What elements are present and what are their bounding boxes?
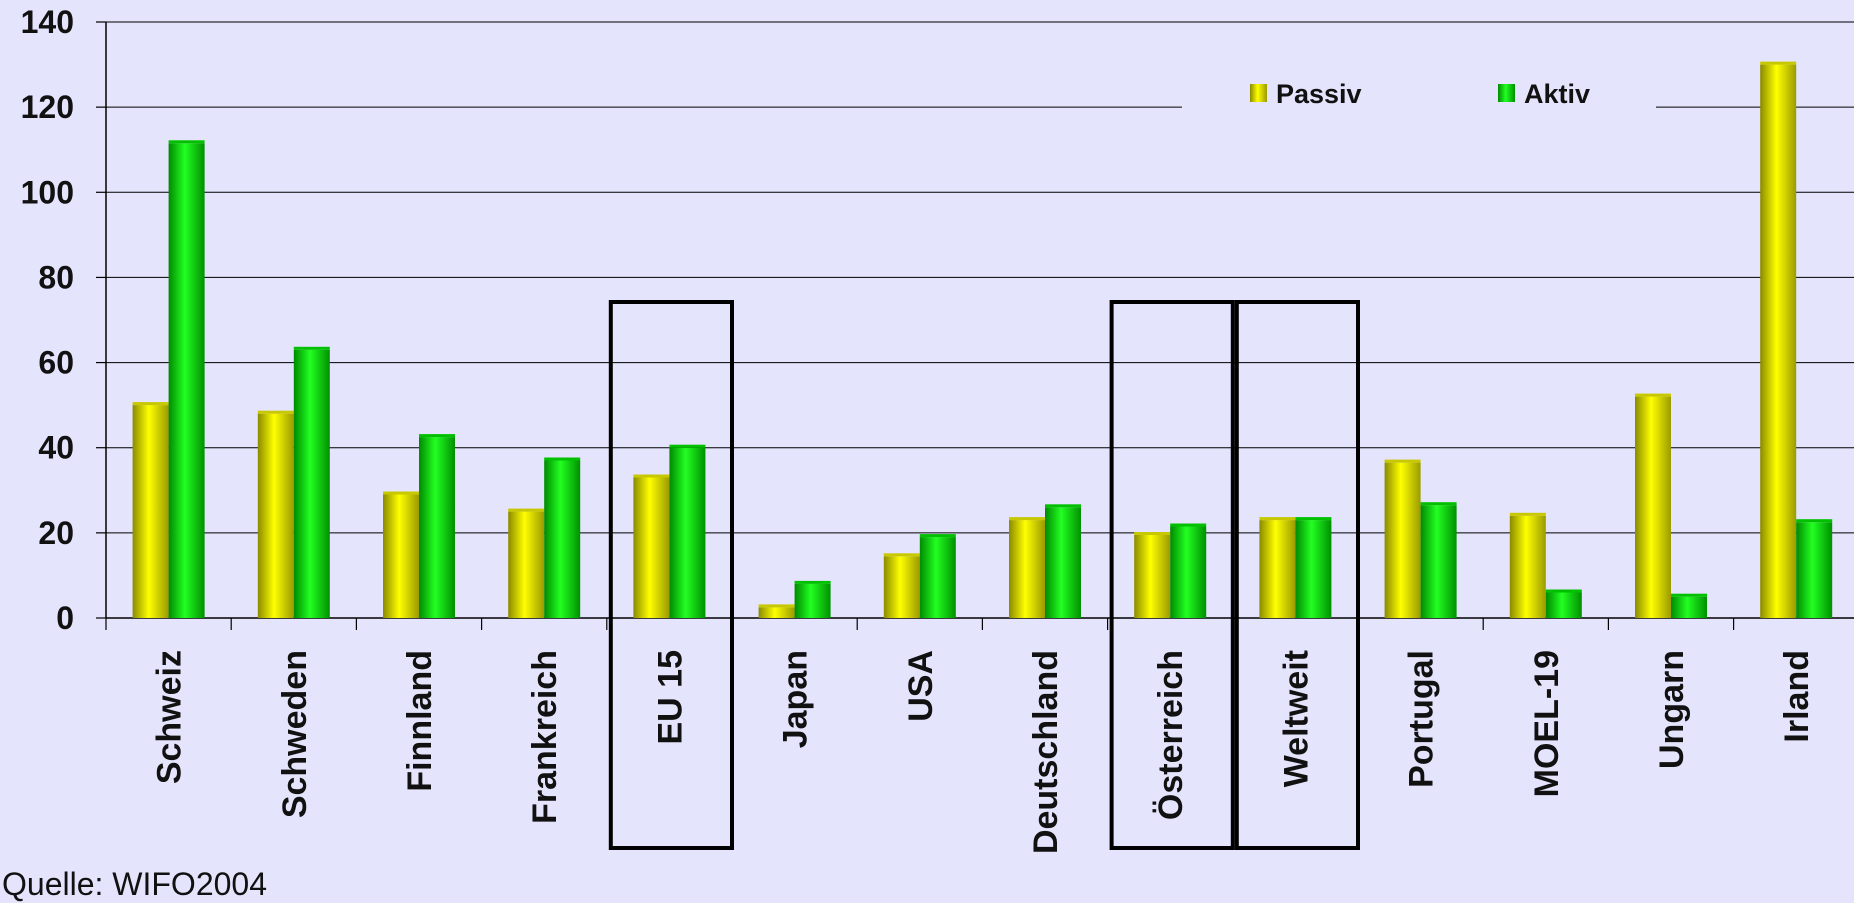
gridlines: [106, 21, 1854, 534]
bars: [132, 61, 1833, 619]
bar-passiv: [1509, 515, 1546, 618]
bar-aktiv: [293, 349, 330, 618]
y-tick-label: 80: [38, 259, 74, 295]
chart: 0 20 40 60 80 100 120 140 Schweiz Schweden Finnla…: [2, 4, 1854, 902]
y-tick-label: 100: [21, 174, 74, 210]
category-label: Japan: [777, 650, 815, 748]
bar-top-aktiv: [1545, 589, 1582, 593]
bar-aktiv: [669, 447, 706, 618]
y-tick-label: 40: [38, 430, 74, 466]
bar-aktiv: [1420, 505, 1457, 618]
bar-top-passiv: [132, 402, 169, 406]
category-label: USA: [902, 650, 940, 722]
bar-top-aktiv: [544, 457, 581, 461]
category-label: Weltweit: [1277, 650, 1315, 787]
bar-top-passiv: [1760, 61, 1797, 65]
legend-label-passiv: Passiv: [1276, 79, 1362, 109]
bar-top-aktiv: [1796, 519, 1833, 523]
bar-top-passiv: [758, 604, 795, 608]
bar-top-passiv: [1009, 517, 1045, 521]
bar-top-aktiv: [669, 444, 706, 448]
bar-passiv: [758, 607, 795, 618]
bar-top-passiv: [508, 508, 545, 512]
category-label: Finnland: [401, 650, 439, 792]
bar-passiv: [257, 413, 294, 618]
bar-top-aktiv: [794, 580, 831, 584]
category-label: Irland: [1778, 650, 1816, 743]
source-note: Quelle: WIFO2004: [2, 866, 267, 902]
bar-aktiv: [1170, 526, 1207, 618]
axes: 0 20 40 60 80 100 120 140: [21, 4, 1854, 636]
y-tick-label: 0: [56, 600, 74, 636]
bar-aktiv: [1295, 520, 1332, 618]
bar-aktiv: [1671, 596, 1707, 618]
bar-top-aktiv: [419, 434, 455, 438]
y-tick-label: 140: [21, 4, 74, 40]
bar-passiv: [508, 511, 545, 618]
bar-passiv: [1134, 535, 1171, 618]
category-label: Portugal: [1403, 650, 1441, 788]
legend-swatch-aktiv: [1498, 84, 1515, 102]
bar-top-passiv: [257, 410, 294, 414]
category-label: Österreich: [1152, 650, 1190, 820]
bar-top-aktiv: [1045, 504, 1081, 508]
bar-chart: 0 20 40 60 80 100 120 140 Schweiz Schweden Finnla…: [21, 4, 1854, 854]
highlight-boxes: [608, 300, 1361, 850]
bar-aktiv: [419, 437, 455, 618]
bar-passiv: [1760, 64, 1797, 619]
bar-passiv: [132, 405, 169, 618]
category-label: MOEL-19: [1528, 650, 1566, 797]
bar-aktiv: [1045, 507, 1081, 618]
bar-top-aktiv: [1671, 593, 1707, 597]
bar-top-passiv: [1134, 532, 1171, 535]
bar-aktiv: [544, 460, 581, 618]
category-label: Schweden: [276, 650, 314, 818]
highlight-box: [1109, 300, 1235, 850]
category-label: EU 15: [651, 650, 689, 745]
bar-top-passiv: [633, 474, 670, 478]
bar-passiv: [633, 477, 670, 618]
category-label: Ungarn: [1653, 650, 1691, 769]
legend-swatch-passiv: [1250, 84, 1267, 102]
highlight-box: [608, 300, 734, 850]
bar-passiv: [1635, 396, 1671, 618]
bar-passiv: [1259, 520, 1296, 618]
bar-top-aktiv: [919, 534, 956, 538]
bar-top-passiv: [383, 491, 419, 495]
bar-top-aktiv: [1170, 523, 1207, 527]
bar-aktiv: [168, 143, 205, 619]
category-labels: Schweiz Schweden Finnland Frankreich EU 15 Ja…: [151, 650, 1817, 854]
bar-top-aktiv: [168, 140, 205, 144]
bar-aktiv: [1545, 592, 1582, 618]
y-tick-label: 60: [38, 345, 74, 381]
bar-top-passiv: [1259, 517, 1296, 521]
bar-aktiv: [919, 537, 956, 618]
bar-aktiv: [1796, 522, 1833, 618]
category-label: Schweiz: [151, 650, 189, 784]
bar-passiv: [383, 494, 419, 618]
bar-aktiv: [794, 583, 831, 618]
y-tick-label: 120: [21, 89, 74, 125]
bar-top-aktiv: [1295, 517, 1332, 521]
bar-top-aktiv: [1420, 502, 1457, 506]
category-label: Deutschland: [1027, 650, 1065, 854]
bar-passiv: [1384, 462, 1421, 618]
category-label: Frankreich: [526, 650, 564, 824]
legend-label-aktiv: Aktiv: [1524, 79, 1590, 109]
highlight-box: [1234, 300, 1361, 850]
bar-passiv: [883, 556, 920, 618]
bar-top-passiv: [1635, 393, 1671, 397]
bar-top-passiv: [1384, 459, 1421, 463]
bar-top-passiv: [1509, 512, 1546, 516]
bar-passiv: [1009, 520, 1045, 618]
legend: Passiv Aktiv: [1250, 79, 1590, 109]
bar-top-aktiv: [293, 346, 330, 350]
bar-top-passiv: [883, 553, 920, 557]
y-tick-label: 20: [38, 515, 74, 551]
